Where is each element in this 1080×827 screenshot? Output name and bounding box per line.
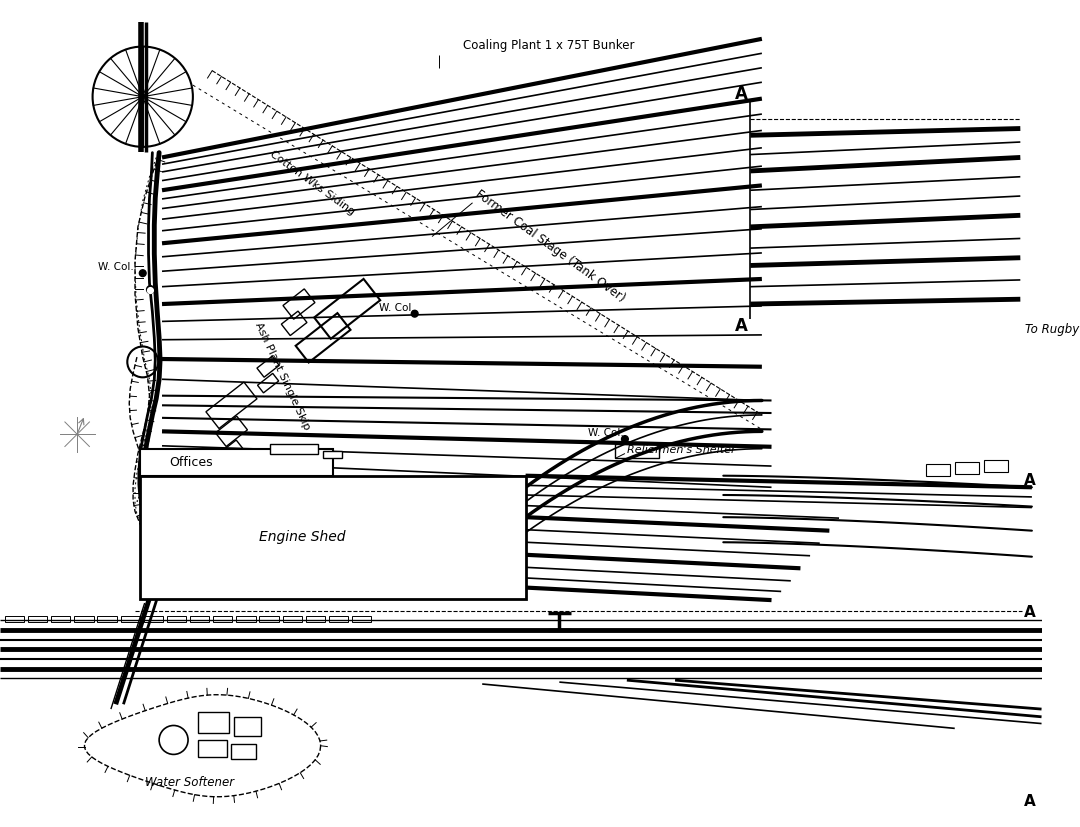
Bar xyxy=(190,615,210,622)
Text: To Rugby: To Rugby xyxy=(1025,323,1079,336)
Circle shape xyxy=(139,270,146,276)
Circle shape xyxy=(622,436,629,442)
Text: Offices: Offices xyxy=(168,456,213,469)
Bar xyxy=(139,449,333,476)
Text: W. Col.: W. Col. xyxy=(589,428,624,438)
Text: A: A xyxy=(1024,605,1036,620)
Bar xyxy=(139,476,526,599)
Bar xyxy=(97,615,117,622)
Text: W. Col.: W. Col. xyxy=(98,262,134,272)
Bar xyxy=(237,615,256,622)
Circle shape xyxy=(148,288,153,294)
Text: Water Softener: Water Softener xyxy=(145,777,233,789)
Bar xyxy=(270,444,319,453)
Bar xyxy=(259,615,279,622)
Text: W. Col.: W. Col. xyxy=(379,303,415,313)
Bar xyxy=(283,615,301,622)
Bar xyxy=(926,464,950,476)
Bar xyxy=(234,717,261,736)
Text: Engine Shed: Engine Shed xyxy=(258,530,346,544)
Bar xyxy=(616,444,659,458)
Bar xyxy=(75,615,94,622)
Bar xyxy=(984,461,1008,472)
Bar xyxy=(51,615,70,622)
Bar xyxy=(144,615,163,622)
Text: Former Coal Stage (Tank Over): Former Coal Stage (Tank Over) xyxy=(473,188,627,304)
Text: A: A xyxy=(734,85,747,103)
Text: A: A xyxy=(1024,473,1036,489)
Text: Ash Plant Single Skip: Ash Plant Single Skip xyxy=(253,321,311,432)
Bar xyxy=(4,615,24,622)
Bar xyxy=(328,615,348,622)
Circle shape xyxy=(147,285,154,294)
Bar xyxy=(323,451,342,458)
Text: A: A xyxy=(734,318,747,335)
Bar xyxy=(213,615,232,622)
Bar xyxy=(28,615,48,622)
Text: Coaling Plant 1 x 75T Bunker: Coaling Plant 1 x 75T Bunker xyxy=(463,39,634,52)
Bar xyxy=(352,615,372,622)
Text: A: A xyxy=(1024,794,1036,809)
Text: Reliefmen's Shelter: Reliefmen's Shelter xyxy=(626,445,735,455)
Circle shape xyxy=(411,310,418,317)
Bar xyxy=(198,740,227,758)
Bar xyxy=(166,615,186,622)
Bar xyxy=(955,462,978,474)
Bar xyxy=(198,712,229,734)
Bar xyxy=(231,743,256,759)
Text: Cotton Wks Siding: Cotton Wks Siding xyxy=(268,150,356,218)
Bar xyxy=(306,615,325,622)
Bar xyxy=(121,615,139,622)
